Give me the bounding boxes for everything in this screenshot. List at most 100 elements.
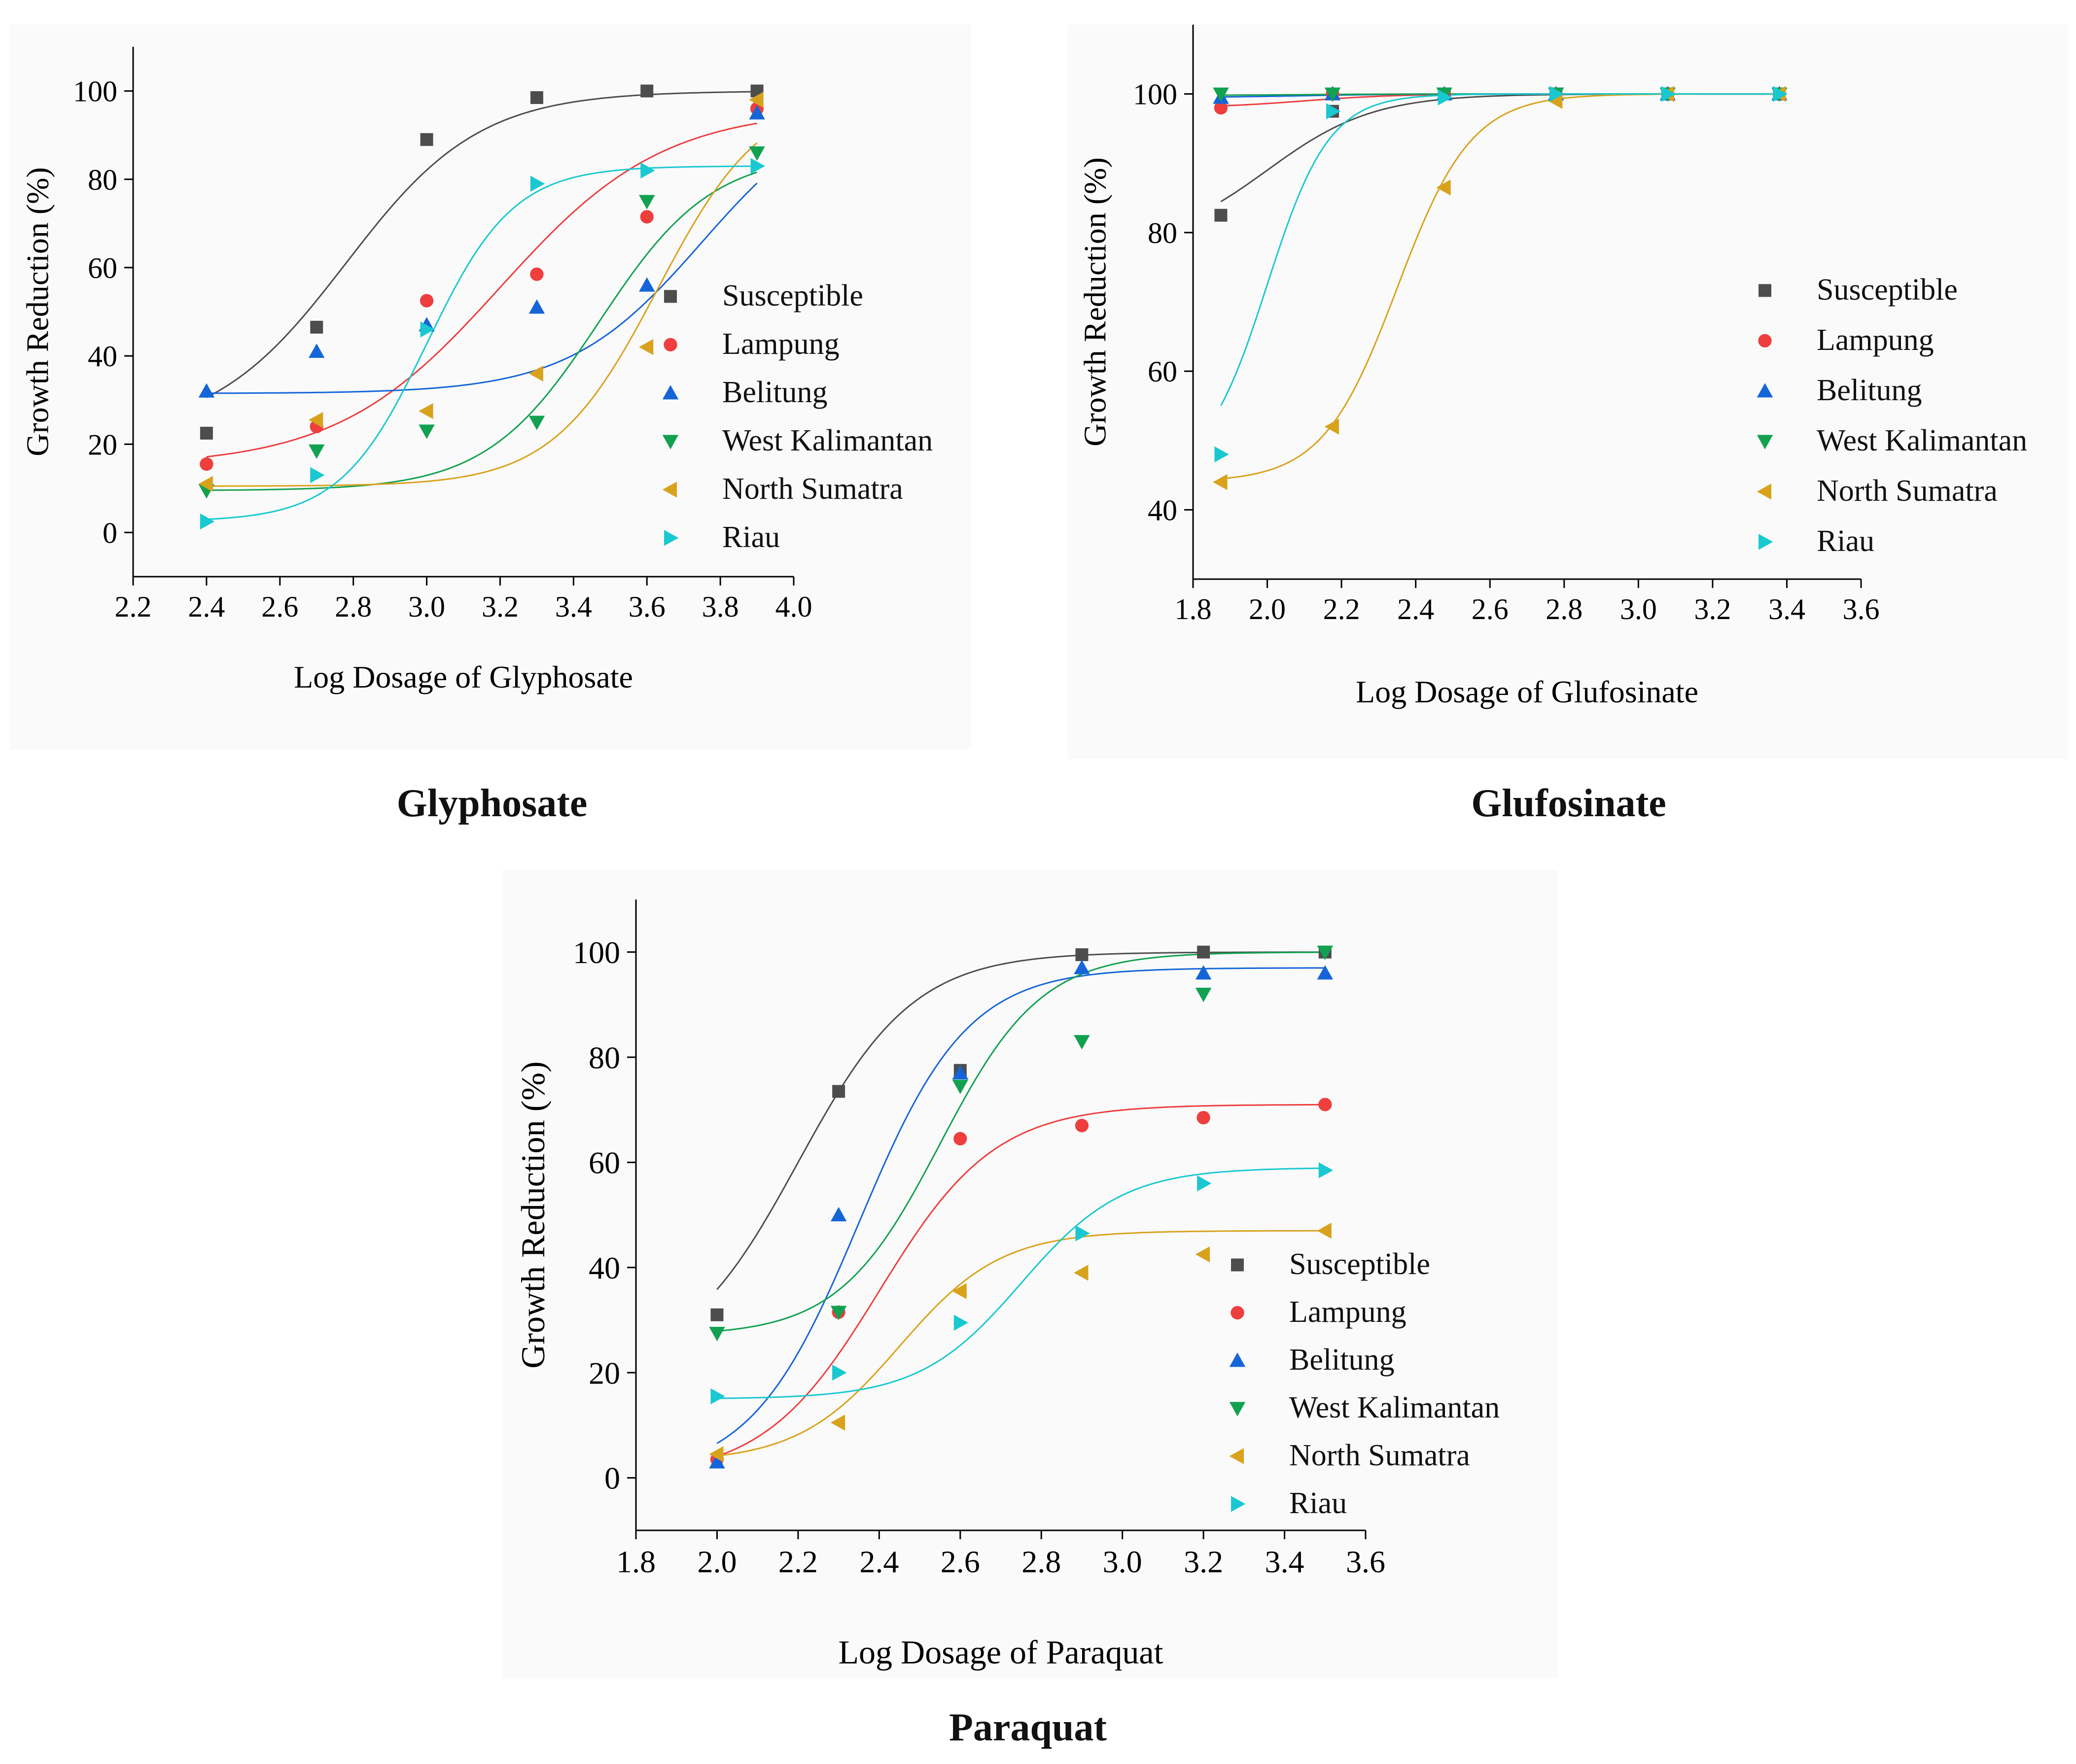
x-tick-label: 2.8 bbox=[1546, 593, 1583, 625]
y-tick-label: 60 bbox=[589, 1145, 620, 1180]
data-point-susceptible bbox=[640, 84, 654, 98]
paraquat-chart: 1.8 2.0 2.2 2.4 2.6 2.8 3.0 3.2 3.4 3.6 0 20 40 60 80 1… bbox=[514, 899, 1500, 1671]
y-tick-label: 20 bbox=[589, 1355, 620, 1390]
y-tick-label: 40 bbox=[1148, 494, 1177, 526]
y-tick-label: 80 bbox=[1148, 217, 1177, 249]
series-riau bbox=[1214, 86, 1788, 463]
data-point-west-kalimantan bbox=[528, 415, 545, 430]
x-tick-label: 3.4 bbox=[1265, 1544, 1304, 1579]
legend-label-riau: Riau bbox=[1817, 524, 1874, 558]
legend-label-riau: Riau bbox=[1289, 1487, 1347, 1520]
data-point-west-kalimantan bbox=[638, 195, 655, 209]
x-axis-label: Log Dosage of Glyphosate bbox=[294, 659, 633, 694]
data-point-lampung bbox=[200, 457, 213, 471]
data-point-west-kalimantan bbox=[1213, 87, 1229, 102]
fit-curve-belitung bbox=[716, 967, 1325, 1444]
legend-marker-riau bbox=[1759, 534, 1773, 550]
fit-curve-lampung bbox=[716, 1104, 1325, 1457]
data-point-riau bbox=[750, 158, 765, 174]
data-point-north-sumatra bbox=[1317, 1222, 1332, 1239]
y-tick-label: 40 bbox=[589, 1250, 620, 1285]
legend-label-west-kalimantan: West Kalimantan bbox=[1289, 1391, 1500, 1424]
legend-marker-west-kalimantan bbox=[1757, 435, 1773, 450]
legend-label-north-sumatra: North Sumatra bbox=[1817, 474, 1998, 508]
series-north-sumatra bbox=[198, 92, 764, 492]
data-point-lampung bbox=[1214, 101, 1228, 115]
legend-marker-north-sumatra bbox=[1229, 1448, 1244, 1464]
data-point-west-kalimantan bbox=[830, 1306, 847, 1320]
data-point-riau bbox=[1197, 1175, 1212, 1192]
legend-marker-belitung bbox=[1229, 1352, 1246, 1367]
x-tick-label: 3.0 bbox=[1103, 1544, 1142, 1579]
data-point-north-sumatra bbox=[308, 412, 323, 428]
x-tick-label: 2.0 bbox=[1249, 593, 1286, 625]
legend-marker-riau bbox=[664, 530, 679, 546]
x-tick-label: 3.6 bbox=[629, 590, 666, 623]
series-susceptible bbox=[1214, 87, 1786, 222]
glufosinate-panel: 1.8 2.0 2.2 2.4 2.6 2.8 3.0 3.2 3.4 3.6 40 60 80 100 L… bbox=[1067, 25, 2068, 759]
data-point-susceptible bbox=[310, 320, 323, 334]
fit-curve-susceptible bbox=[206, 91, 757, 398]
legend-label-belitung: Belitung bbox=[722, 376, 828, 409]
series-riau bbox=[200, 158, 765, 530]
series-north-sumatra bbox=[709, 1222, 1332, 1462]
paraquat-panel: 1.8 2.0 2.2 2.4 2.6 2.8 3.0 3.2 3.4 3.6 0 20 40 60 80 1… bbox=[503, 870, 1558, 1678]
series-riau bbox=[710, 1162, 1334, 1405]
fit-curve-susceptible bbox=[716, 951, 1325, 1290]
data-point-belitung bbox=[709, 1454, 725, 1469]
data-point-riau bbox=[953, 1314, 969, 1331]
legend-label-belitung: Belitung bbox=[1289, 1343, 1395, 1377]
legend-marker-north-sumatra bbox=[1757, 484, 1771, 500]
legend-marker-belitung bbox=[662, 385, 679, 400]
x-tick-label: 2.6 bbox=[261, 590, 298, 623]
x-tick-label: 2.2 bbox=[1323, 593, 1360, 625]
legend-label-belitung: Belitung bbox=[1817, 374, 1922, 407]
legend-label-west-kalimantan: West Kalimantan bbox=[1817, 424, 2027, 457]
legend-marker-susceptible bbox=[664, 290, 677, 303]
paraquat-caption: Paraquat bbox=[949, 1706, 1107, 1749]
legend: Susceptible Lampung Belitung West Kalimanta… bbox=[1757, 273, 2027, 558]
y-tick-label: 80 bbox=[589, 1040, 620, 1075]
legend-label-north-sumatra: North Sumatra bbox=[1289, 1439, 1470, 1472]
data-point-lampung bbox=[953, 1132, 967, 1145]
legend-label-lampung: Lampung bbox=[722, 327, 840, 361]
legend-label-susceptible: Susceptible bbox=[722, 279, 863, 312]
data-point-susceptible bbox=[832, 1085, 845, 1098]
y-tick-label: 40 bbox=[88, 340, 117, 373]
x-tick-label: 3.6 bbox=[1346, 1544, 1385, 1579]
glyphosate-chart: 2.2 2.4 2.6 2.8 3.0 3.2 3.4 3.6 3.8 4.0 0 20 40 60 80 1… bbox=[20, 47, 933, 694]
data-point-riau bbox=[1075, 1225, 1090, 1242]
data-point-lampung bbox=[530, 267, 544, 281]
data-point-susceptible bbox=[420, 133, 433, 146]
fit-curve-west-kalimantan bbox=[717, 951, 1325, 1332]
data-point-riau bbox=[420, 321, 435, 338]
data-point-riau bbox=[1773, 86, 1788, 102]
x-tick-label: 2.8 bbox=[335, 590, 372, 623]
data-point-north-sumatra bbox=[419, 403, 433, 419]
fit-curve-belitung bbox=[206, 182, 758, 394]
data-point-susceptible bbox=[1197, 945, 1210, 959]
x-tick-label: 1.8 bbox=[1175, 593, 1212, 625]
series-west-kalimantan bbox=[709, 945, 1334, 1342]
data-point-belitung bbox=[528, 299, 545, 314]
x-tick-label: 2.2 bbox=[115, 590, 152, 623]
data-point-north-sumatra bbox=[1548, 93, 1563, 109]
data-point-riau bbox=[1214, 446, 1229, 463]
legend-marker-west-kalimantan bbox=[662, 435, 679, 450]
data-point-susceptible bbox=[1214, 208, 1228, 222]
x-tick-label: 2.2 bbox=[778, 1544, 818, 1579]
x-tick-label: 2.4 bbox=[859, 1544, 899, 1579]
x-tick-label: 2.8 bbox=[1021, 1544, 1061, 1579]
legend-label-west-kalimantan: West Kalimantan bbox=[722, 424, 933, 457]
x-tick-label: 4.0 bbox=[775, 590, 812, 623]
data-point-west-kalimantan bbox=[1317, 945, 1334, 960]
legend-marker-lampung bbox=[1758, 334, 1772, 348]
fit-curve-west-kalimantan bbox=[206, 172, 758, 491]
data-point-belitung bbox=[1074, 960, 1090, 974]
data-point-north-sumatra bbox=[638, 339, 654, 355]
data-point-west-kalimantan bbox=[952, 1079, 969, 1094]
y-tick-label: 100 bbox=[73, 75, 117, 108]
data-point-riau bbox=[1661, 86, 1676, 102]
data-point-north-sumatra bbox=[749, 92, 764, 108]
data-point-belitung bbox=[308, 343, 325, 358]
